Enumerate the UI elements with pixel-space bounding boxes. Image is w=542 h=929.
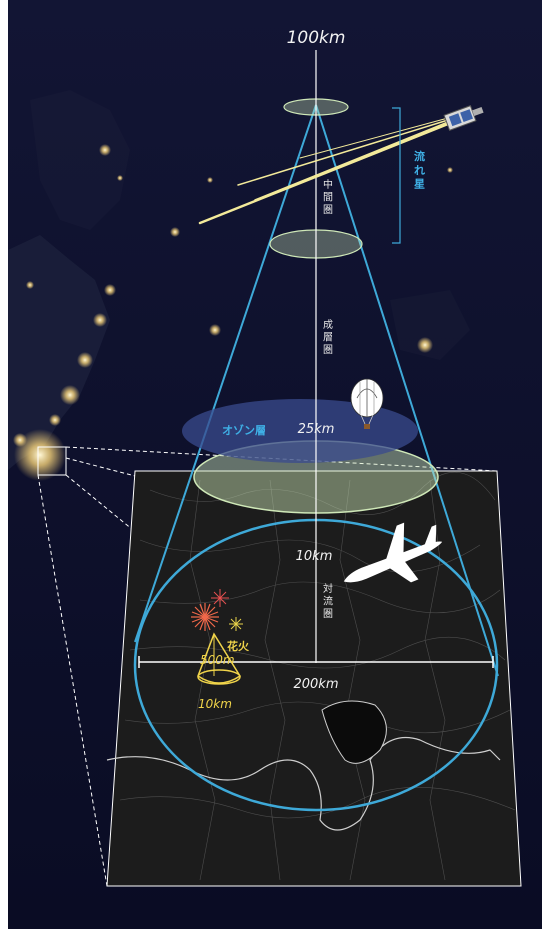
label-fireworks-height: 500m: [200, 653, 235, 667]
diameter-bar: [138, 656, 494, 668]
label-10km: 10km: [296, 549, 333, 564]
label-fireworks: 花火: [227, 639, 250, 653]
night-landmass: [8, 90, 470, 470]
label-mesosphere: 中間圏: [323, 178, 333, 216]
meteor-range-bracket: [392, 107, 401, 244]
label-25km: 25km: [298, 422, 335, 437]
label-100km: 100km: [287, 28, 346, 48]
label-troposphere: 対流圏: [323, 582, 333, 620]
city-lights: [13, 144, 453, 481]
atmosphere-cone: [134, 104, 499, 677]
label-meteors: 流れ星: [414, 149, 425, 191]
inset-marker: [37, 446, 67, 476]
label-fireworks-range: 10km: [198, 697, 232, 711]
fireworks-icon: [191, 589, 243, 685]
ozone-layer-band: [182, 399, 418, 463]
airplane-icon: [343, 522, 443, 583]
hot-air-balloon-icon: [350, 378, 384, 429]
label-ozone-layer: オゾン層: [222, 423, 266, 437]
label-200km: 200km: [293, 677, 338, 692]
satellite-icon: [443, 105, 484, 131]
zoom-lines: [37, 446, 498, 887]
meteor-streaks: [198, 117, 450, 225]
label-stratosphere: 成層圏: [323, 319, 333, 356]
